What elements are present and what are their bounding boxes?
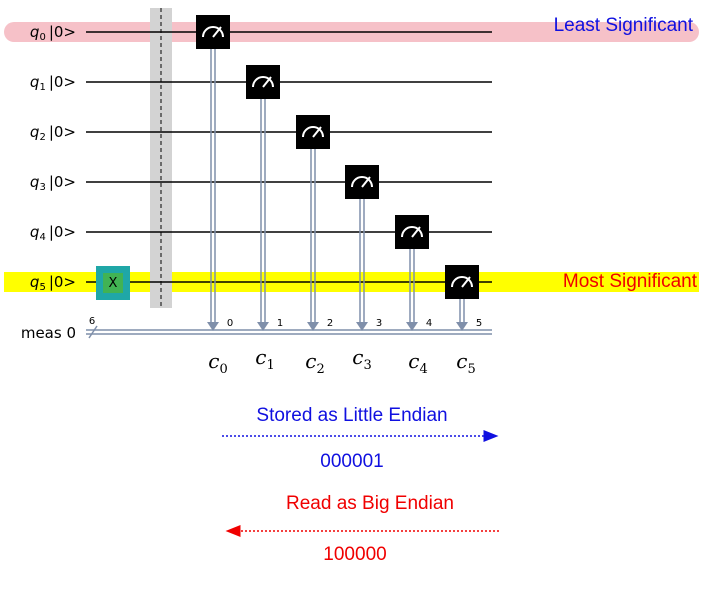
x-gate: X	[96, 266, 130, 300]
bit-label: c2	[305, 349, 324, 377]
measure-arrowhead	[406, 322, 418, 331]
bit-label: c1	[255, 345, 274, 373]
qubit-state: |0>	[49, 273, 76, 291]
most-significant-label: Most Significant	[563, 271, 698, 292]
bit-index: 0	[219, 362, 227, 377]
qubit-index: 3	[39, 182, 45, 193]
big-endian-value: 100000	[323, 544, 386, 565]
bit-index: 3	[363, 358, 371, 373]
qubit-label: q1 |0>	[30, 73, 76, 93]
bit-name: c	[456, 349, 467, 373]
measure-gate	[296, 115, 330, 149]
measure-arrowhead	[207, 322, 219, 331]
qubit-name: q	[30, 223, 40, 241]
meter-icon	[451, 276, 473, 288]
meter-needle	[262, 76, 272, 88]
qubit-labels: q0 |0>q1 |0>q2 |0>q3 |0>q4 |0>q5 |0>	[30, 23, 76, 293]
bit-name: c	[408, 349, 419, 373]
bit-index: 5	[467, 362, 475, 377]
register-bit-index: 1	[277, 318, 283, 329]
meter-needle	[361, 176, 371, 188]
little-endian-label: Stored as Little Endian	[256, 405, 447, 426]
register-bit-index: 5	[476, 318, 482, 329]
measure-gate	[246, 65, 280, 99]
qubit-wires	[86, 31, 492, 283]
measure-arrowhead	[307, 322, 319, 331]
bit-label: c3	[352, 345, 371, 373]
qubit-index: 5	[39, 282, 45, 293]
register-bit-index: 4	[426, 318, 432, 329]
bit-index: 1	[266, 358, 274, 373]
meter-icon	[351, 176, 373, 188]
qubit-label: q0 |0>	[30, 23, 76, 43]
qubit-index: 1	[39, 82, 45, 93]
classical-register: meas 0 6	[21, 316, 492, 342]
little-endian-value: 000001	[320, 451, 383, 472]
qubit-index: 0	[39, 32, 45, 43]
meter-icon	[202, 26, 224, 38]
meter-needle	[461, 276, 471, 288]
measure-arrowhead	[356, 322, 368, 331]
measure-gate	[445, 265, 479, 299]
meter-icon	[302, 126, 324, 138]
register-label: meas 0	[21, 324, 76, 342]
measure-gate	[345, 165, 379, 199]
measurements: 0 1 2 3 4 5	[196, 15, 482, 331]
qubit-state: |0>	[49, 123, 76, 141]
register-bit-index: 0	[227, 318, 233, 329]
qubit-label: q2 |0>	[30, 123, 76, 143]
measure-gate	[196, 15, 230, 49]
bit-name: c	[305, 349, 316, 373]
qubit-name: q	[30, 73, 40, 91]
qubit-state: |0>	[49, 23, 76, 41]
register-bit-index: 3	[376, 318, 382, 329]
qubit-state: |0>	[49, 73, 76, 91]
meter-icon	[401, 226, 423, 238]
bit-index: 2	[316, 362, 324, 377]
register-width: 6	[89, 316, 95, 327]
measure-arrowhead	[257, 322, 269, 331]
bit-name: c	[208, 349, 219, 373]
register-bit-index: 2	[327, 318, 333, 329]
least-significant-label: Least Significant	[554, 15, 694, 36]
bit-label: c5	[456, 349, 475, 377]
bit-name: c	[255, 345, 266, 369]
bit-label: c0	[208, 349, 227, 377]
meter-needle	[212, 26, 222, 38]
bit-name: c	[352, 345, 363, 369]
x-gate-label: X	[109, 276, 118, 291]
qubit-label: q5 |0>	[30, 273, 76, 293]
meter-needle	[312, 126, 322, 138]
meter-icon	[252, 76, 274, 88]
qubit-label: q3 |0>	[30, 173, 76, 193]
qubit-state: |0>	[49, 223, 76, 241]
qubit-index: 2	[39, 132, 45, 143]
qubit-name: q	[30, 23, 40, 41]
register-slash	[88, 325, 98, 339]
measure-arrowhead	[456, 322, 468, 331]
qubit-label: q4 |0>	[30, 223, 76, 243]
qubit-name: q	[30, 273, 40, 291]
qubit-name: q	[30, 173, 40, 191]
qubit-index: 4	[39, 232, 45, 243]
meter-needle	[411, 226, 421, 238]
measure-gate	[395, 215, 429, 249]
qubit-state: |0>	[49, 173, 76, 191]
bit-index: 4	[419, 362, 427, 377]
qubit-name: q	[30, 123, 40, 141]
big-endian-label: Read as Big Endian	[286, 493, 454, 514]
bit-label: c4	[408, 349, 427, 377]
